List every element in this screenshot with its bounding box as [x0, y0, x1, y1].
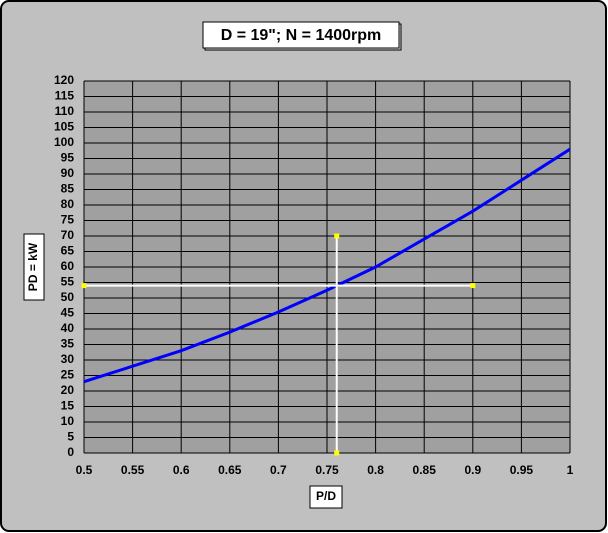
x-tick-label: 0.6 [173, 463, 190, 477]
y-tick-label: 10 [61, 414, 75, 428]
x-tick-label: 0.95 [510, 463, 534, 477]
y-tick-label: 50 [61, 290, 75, 304]
marker [334, 233, 340, 239]
x-tick-label: 0.85 [413, 463, 437, 477]
x-tick-label: 0.8 [367, 463, 384, 477]
y-tick-label: 0 [67, 445, 74, 459]
x-tick-label: 1 [567, 463, 574, 477]
y-tick-label: 70 [61, 228, 75, 242]
marker [334, 450, 340, 456]
marker [81, 283, 87, 289]
x-tick-label: 0.9 [464, 463, 481, 477]
y-tick-label: 65 [61, 244, 75, 258]
series-line [83, 147, 571, 384]
y-tick-label: 100 [54, 135, 74, 149]
y-tick-label: 120 [54, 73, 74, 87]
y-tick-label: 85 [61, 182, 75, 196]
y-tick-label: 110 [55, 104, 75, 118]
x-tick-label: 0.5 [76, 463, 93, 477]
y-tick-label: 25 [61, 368, 75, 382]
y-tick-label: 60 [61, 259, 75, 273]
marker [470, 283, 476, 289]
y-axis-label: PD = kW [26, 242, 40, 291]
x-tick-label: 0.55 [121, 463, 145, 477]
title-box [202, 21, 400, 49]
y-tick-label: 20 [61, 383, 75, 397]
y-label-box [23, 233, 45, 301]
y-tick-label: 80 [61, 197, 75, 211]
y-tick-label: 75 [61, 213, 75, 227]
y-tick-label: 40 [61, 321, 75, 335]
y-tick-label: 115 [55, 89, 75, 103]
y-tick-label: 15 [61, 399, 75, 413]
y-tick-label: 35 [61, 337, 75, 351]
y-tick-label: 5 [67, 430, 74, 444]
y-tick-label: 45 [61, 306, 75, 320]
chart-title: D = 19"; N = 1400rpm [221, 27, 382, 44]
x-label-box [309, 485, 343, 509]
x-tick-label: 0.7 [270, 463, 287, 477]
x-tick-label: 0.65 [218, 463, 242, 477]
y-tick-label: 95 [61, 151, 75, 165]
x-tick-label: 0.75 [315, 463, 339, 477]
y-tick-label: 30 [61, 352, 75, 366]
y-tick-label: 55 [61, 275, 75, 289]
x-axis-label: P/D [316, 489, 336, 503]
y-tick-label: 90 [61, 166, 75, 180]
y-tick-label: 105 [54, 120, 74, 134]
